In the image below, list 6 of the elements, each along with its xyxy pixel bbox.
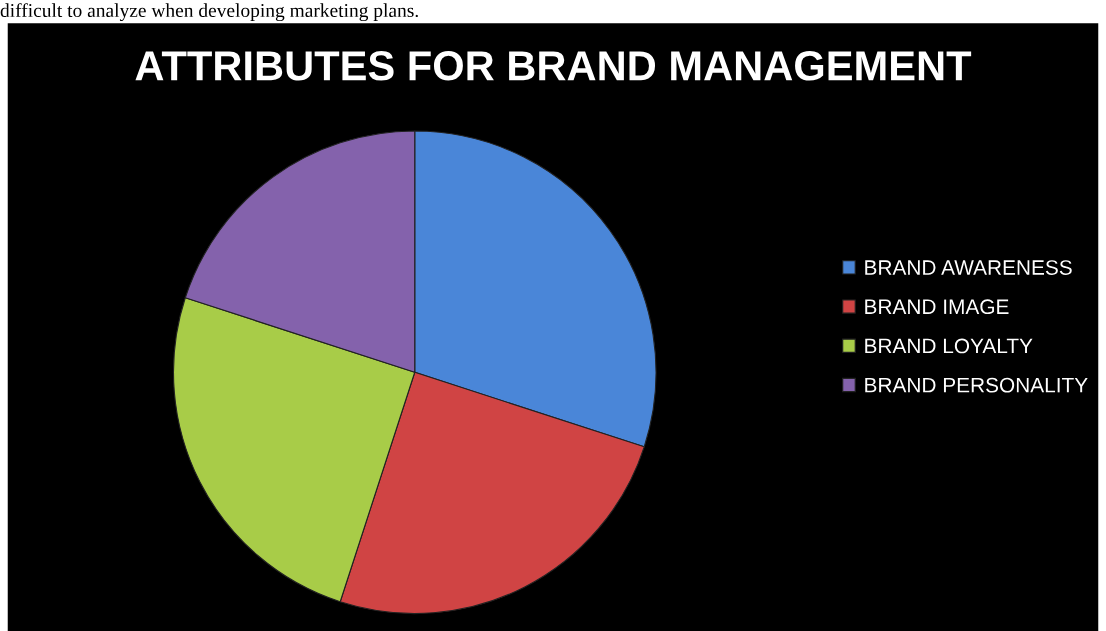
text: difficult to analyze when developing marketing plans. (0, 3, 418, 22)
legend-label: BRAND PERSONALITY (865, 377, 1088, 393)
legend-label: BRAND IMAGE (865, 299, 1009, 315)
chart-title: ATTRIBUTES FOR BRAND MANAGEMENT (135, 51, 972, 81)
legend-label: BRAND AWARENESS (865, 260, 1072, 275)
legend-label: BRAND LOYALTY (865, 338, 1033, 354)
